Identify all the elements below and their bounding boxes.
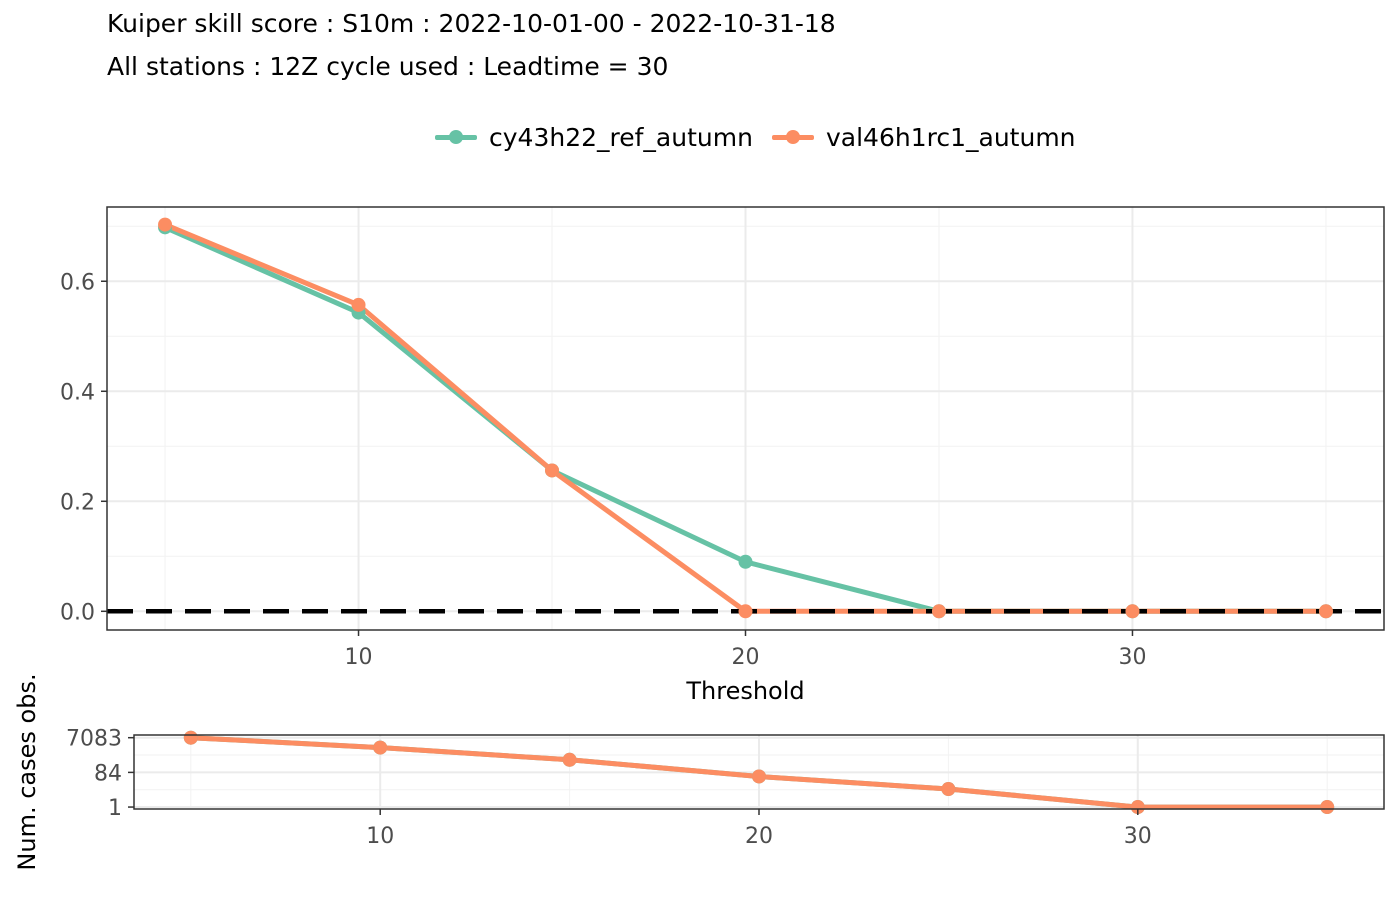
y-tick-label: 84 bbox=[94, 761, 122, 786]
data-point-val46h1rc1_autumn bbox=[1125, 604, 1140, 619]
legend-key-icon bbox=[435, 120, 477, 154]
data-point-val46h1rc1_autumn bbox=[1130, 800, 1145, 815]
data-point-val46h1rc1_autumn bbox=[373, 740, 388, 755]
chart-title: Kuiper skill score : S10m : 2022-10-01-0… bbox=[107, 9, 836, 38]
data-point-val46h1rc1_autumn bbox=[1320, 800, 1335, 815]
data-point-val46h1rc1_autumn bbox=[931, 604, 946, 619]
chart-subtitle: All stations : 12Z cycle used : Leadtime… bbox=[107, 52, 669, 81]
y-tick-label: 0.4 bbox=[60, 380, 95, 405]
data-point-val46h1rc1_autumn bbox=[545, 463, 560, 478]
x-tick-label: 30 bbox=[1124, 824, 1152, 849]
data-point-val46h1rc1_autumn bbox=[752, 769, 766, 784]
data-point-val46h1rc1_autumn bbox=[738, 604, 753, 619]
x-tick-label: 10 bbox=[345, 645, 373, 670]
y-tick-label: 1 bbox=[108, 796, 122, 821]
main-panel: 10 20 30 0.0 0.2 0.4 0.6 Threshold bbox=[60, 206, 1385, 705]
data-point-val46h1rc1_autumn bbox=[351, 297, 366, 312]
y-tick-label: 0.6 bbox=[60, 270, 95, 295]
y-axis-title: Num. cases obs. bbox=[13, 673, 41, 870]
x-tick-label: 30 bbox=[1118, 645, 1146, 670]
data-point-val46h1rc1_autumn bbox=[158, 217, 173, 232]
y-tick-label: 0.2 bbox=[60, 490, 95, 515]
legend-item-1: val46h1rc1_autumn bbox=[772, 120, 1076, 154]
y-tick-label: 7083 bbox=[66, 727, 122, 752]
x-tick-label: 20 bbox=[745, 824, 773, 849]
legend-label: val46h1rc1_autumn bbox=[826, 122, 1076, 152]
x-tick-label: 20 bbox=[732, 645, 760, 670]
legend-label: cy43h22_ref_autumn bbox=[489, 122, 753, 152]
data-point-val46h1rc1_autumn bbox=[941, 782, 956, 797]
data-point-val46h1rc1_autumn bbox=[183, 730, 198, 745]
x-tick-label: 10 bbox=[366, 824, 394, 849]
legend-item-0: cy43h22_ref_autumn bbox=[435, 120, 753, 154]
legend-key-icon bbox=[772, 120, 814, 154]
data-point-val46h1rc1_autumn bbox=[1318, 604, 1333, 619]
count-panel: 10 20 30 1 84 7083 Num. cases obs. bbox=[13, 673, 1385, 871]
y-tick-label: 0.0 bbox=[60, 600, 95, 625]
data-point-cy43h22_ref_autumn bbox=[738, 554, 753, 569]
x-axis-title: Threshold bbox=[685, 677, 804, 705]
data-point-val46h1rc1_autumn bbox=[562, 752, 577, 767]
